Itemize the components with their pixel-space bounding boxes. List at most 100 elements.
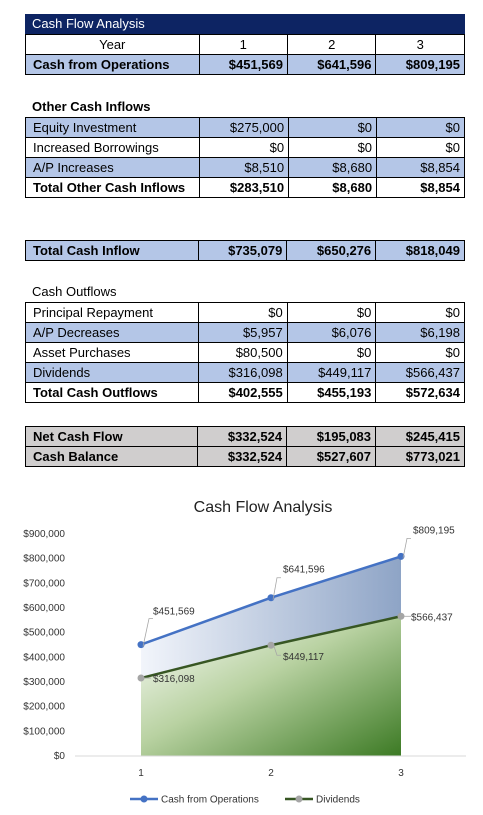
cell-value: $80,500 xyxy=(198,342,288,363)
cell-value: $566,437 xyxy=(375,362,465,383)
x-tick-label: 2 xyxy=(268,768,274,779)
cell-value: $283,510 xyxy=(199,177,290,198)
legend-marker xyxy=(295,795,303,803)
total-row: Total Other Cash Inflows $283,510 $8,680… xyxy=(24,177,465,198)
cell-value: $451,569 xyxy=(198,54,288,75)
row-label: Asset Purchases xyxy=(24,342,200,363)
x-tick-label: 1 xyxy=(138,768,144,779)
cell-value: $818,049 xyxy=(375,240,465,261)
legend-marker xyxy=(140,795,148,803)
cell-value: $0 xyxy=(288,117,378,138)
cell-value: $0 xyxy=(375,342,465,363)
cell-value: $0 xyxy=(198,302,288,323)
cell-value: $0 xyxy=(286,342,377,363)
table-row: Equity Investment $275,000 $0 $0 xyxy=(24,117,465,138)
cell-value: $275,000 xyxy=(199,117,290,138)
dividends-data-label: $566,437 xyxy=(411,612,453,623)
table-row: Increased Borrowings $0 $0 $0 xyxy=(24,137,465,158)
operations-row: Cash from Operations $451,569 $641,596 $… xyxy=(25,54,465,75)
cell-value: $8,510 xyxy=(199,157,290,178)
row-label: Net Cash Flow xyxy=(24,426,199,447)
table-row: A/P Decreases $5,957 $6,076 $6,198 xyxy=(24,322,465,343)
data-label-leader xyxy=(142,618,153,647)
dividends-data-label: $316,098 xyxy=(153,674,195,685)
row-label: Equity Investment xyxy=(24,117,201,138)
x-axis: 1 2 3 xyxy=(75,755,466,779)
cell-value: $0 xyxy=(199,137,290,158)
other-inflows-title: Other Cash Inflows xyxy=(32,99,151,114)
cash-balance-row: Cash Balance $332,524 $527,607 $773,021 xyxy=(24,446,465,467)
table-row: Principal Repayment $0 $0 $0 xyxy=(24,302,465,323)
cell-value: $245,415 xyxy=(375,426,465,447)
row-label: Total Other Cash Inflows xyxy=(24,177,201,198)
row-label: Principal Repayment xyxy=(24,302,200,323)
operations-data-label: $809,195 xyxy=(413,525,455,536)
y-tick-label: $300,000 xyxy=(23,677,65,688)
total-inflow-row: Total Cash Inflow $735,079 $650,276 $818… xyxy=(25,240,465,261)
cell-value: $402,555 xyxy=(198,382,288,403)
year-3: 3 xyxy=(375,34,465,55)
table-row: A/P Increases $8,510 $8,680 $8,854 xyxy=(24,157,465,178)
cell-value: $0 xyxy=(288,137,378,158)
chart-areas xyxy=(141,556,401,756)
net-table: Net Cash Flow $332,524 $195,083 $245,415… xyxy=(24,426,465,467)
row-label: Cash Balance xyxy=(24,446,199,467)
row-label: Total Cash Inflow xyxy=(25,240,199,261)
cell-value: $773,021 xyxy=(375,446,465,467)
cell-value: $332,524 xyxy=(197,426,288,447)
cell-value: $6,198 xyxy=(375,322,465,343)
year-2: 2 xyxy=(286,34,377,55)
row-label: Total Cash Outflows xyxy=(24,382,200,403)
dividends-area xyxy=(141,616,401,756)
data-label-leader xyxy=(402,537,411,559)
chart-legend: Cash from Operations Dividends xyxy=(130,795,360,806)
cell-value: $316,098 xyxy=(198,362,288,383)
y-tick-label: $900,000 xyxy=(23,529,65,540)
cash-flow-chart: Cash Flow Analysis $0 $100,000 $200,000 $30… xyxy=(23,499,466,806)
row-label: A/P Decreases xyxy=(24,322,200,343)
cell-value: $0 xyxy=(376,137,465,158)
legend-label: Cash from Operations xyxy=(161,795,259,806)
net-cash-flow-row: Net Cash Flow $332,524 $195,083 $245,415 xyxy=(24,426,465,447)
outflows-title: Cash Outflows xyxy=(32,284,117,299)
other-inflows-table: Equity Investment $275,000 $0 $0 Increas… xyxy=(24,117,465,198)
chart-title: Cash Flow Analysis xyxy=(194,499,333,516)
x-tick-label: 3 xyxy=(398,768,404,779)
data-labels: $451,569 $641,596 $809,195 $316,098 $449,117… xyxy=(142,525,455,685)
operations-area xyxy=(141,556,401,679)
cell-value: $735,079 xyxy=(197,240,288,261)
operations-data-label: $641,596 xyxy=(283,565,325,576)
cell-value: $0 xyxy=(376,117,465,138)
data-label-leader xyxy=(272,577,281,600)
y-tick-label: $800,000 xyxy=(23,554,65,565)
row-label: Increased Borrowings xyxy=(24,137,201,158)
cell-value: $455,193 xyxy=(286,382,377,403)
y-tick-label: $700,000 xyxy=(23,578,65,589)
chart-lines xyxy=(137,552,405,682)
cell-value: $641,596 xyxy=(286,54,377,75)
cell-value: $0 xyxy=(375,302,465,323)
y-axis: $0 $100,000 $200,000 $300,000 $400,000 $500,0… xyxy=(23,529,65,762)
row-label: Dividends xyxy=(24,362,200,383)
dividends-point xyxy=(397,612,405,620)
total-inflow-table: Total Cash Inflow $735,079 $650,276 $818… xyxy=(25,240,465,261)
y-tick-label: $200,000 xyxy=(23,702,65,713)
cell-value: $6,076 xyxy=(286,322,377,343)
operations-data-label: $451,569 xyxy=(153,607,195,618)
cell-value: $0 xyxy=(286,302,377,323)
y-tick-label: $500,000 xyxy=(23,628,65,639)
dividends-data-label: $449,117 xyxy=(283,652,324,663)
legend-label: Dividends xyxy=(316,795,360,806)
outflows-table: Principal Repayment $0 $0 $0 A/P Decreas… xyxy=(24,302,465,403)
cell-value: $195,083 xyxy=(286,426,377,447)
table-row: Dividends $316,098 $449,117 $566,437 xyxy=(24,362,465,383)
cell-value: $5,957 xyxy=(198,322,288,343)
cell-value: $8,680 xyxy=(288,177,378,198)
cell-value: $449,117 xyxy=(286,362,377,383)
cell-value: $8,854 xyxy=(376,177,465,198)
row-label: Cash from Operations xyxy=(25,54,200,75)
table-row: Asset Purchases $80,500 $0 $0 xyxy=(24,342,465,363)
y-tick-label: $400,000 xyxy=(23,652,65,663)
y-tick-label: $100,000 xyxy=(23,726,65,737)
cell-value: $332,524 xyxy=(197,446,288,467)
